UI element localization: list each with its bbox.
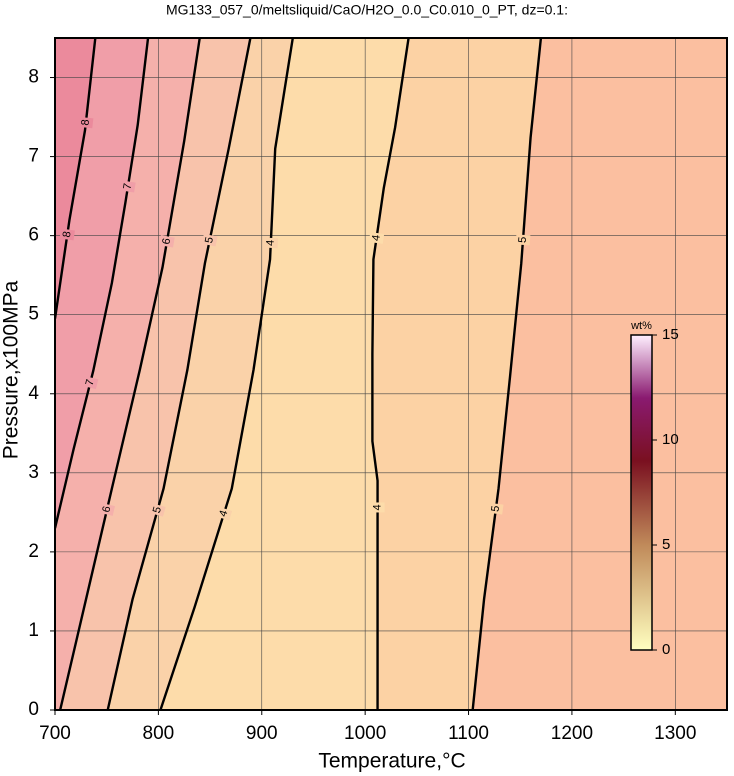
contour-line — [159, 38, 294, 710]
x-tick-label: 1200 — [551, 723, 593, 744]
x-tick-label: 900 — [246, 723, 278, 744]
y-axis-label: Pressure,x100MPa — [0, 280, 23, 459]
overlay: 700 800 900 1000 1100 1200 1300 0 1 2 3 4 5 6 7 8 wt% 0 5 1… — [28, 37, 728, 744]
x-tick-label: 1100 — [448, 723, 489, 744]
contour-label-bg — [99, 502, 115, 516]
contour-label: 8 — [61, 231, 74, 239]
contour-label-bg — [370, 502, 385, 513]
x-tick-label: 1000 — [344, 723, 386, 744]
x-tick-label: 700 — [39, 723, 71, 744]
y-tick-label: 0 — [28, 699, 39, 720]
contour-label-bg — [488, 502, 504, 515]
x-axis-label: Temperature,°C — [318, 750, 465, 773]
y-tick-label: 6 — [28, 225, 39, 246]
contour-label-bg — [82, 376, 99, 390]
contour-label-bg — [515, 234, 531, 246]
colorbar-tick-label: 5 — [662, 536, 670, 553]
contour-label: 5 — [151, 505, 164, 514]
contour-label: 6 — [160, 237, 173, 245]
contour-label-bg — [59, 228, 75, 241]
colorbar — [630, 334, 653, 651]
contour-label: 7 — [84, 378, 97, 387]
contour-line — [59, 38, 201, 710]
contour-line — [371, 38, 410, 710]
y-tick-label: 7 — [28, 146, 39, 167]
contour-label: 4 — [371, 504, 383, 510]
contour-line — [471, 38, 543, 710]
contour-label-bg — [368, 232, 385, 244]
y-tick-label: 3 — [28, 462, 39, 483]
colorbar-label: wt% — [630, 320, 652, 332]
contour-label: 4 — [370, 234, 383, 242]
plot-frame — [54, 37, 728, 711]
contour-label-bg — [201, 233, 218, 247]
contour-label: 5 — [203, 236, 216, 244]
chart-title: MG133_057_0/meltsliquid/CaO/H2O_0.0_C0.0… — [166, 2, 568, 18]
y-tick-label: 4 — [28, 383, 39, 404]
contour-label: 8 — [79, 119, 92, 126]
contour-line — [55, 38, 150, 529]
contour-label-bg — [263, 237, 279, 249]
colorbar-tick-label: 15 — [662, 326, 679, 343]
contour-label-bg — [215, 506, 233, 521]
contour-label: 6 — [100, 505, 113, 514]
contour-label-bg — [159, 235, 175, 248]
y-tick-label: 5 — [28, 304, 39, 325]
colorbar-tick-label: 10 — [662, 431, 679, 448]
colorbar-tick-label: 0 — [662, 641, 670, 658]
contour-label: 4 — [265, 240, 277, 247]
contour-line — [55, 38, 97, 319]
contour-label: 5 — [489, 505, 502, 513]
y-tick-label: 8 — [28, 67, 39, 88]
contour-label-bg — [78, 116, 94, 129]
y-tick-label: 2 — [28, 541, 39, 562]
contour-label-bg — [149, 503, 166, 517]
x-tick-label: 1300 — [654, 723, 696, 744]
contour-label: 7 — [121, 182, 134, 190]
x-tick-label: 800 — [143, 723, 175, 744]
y-tick-label: 1 — [28, 620, 39, 641]
plot-area: 8 8 7 7 6 6 5 5 4 4 4 4 5 5 — [55, 38, 727, 710]
contour-label-bg — [120, 180, 136, 193]
contour-label: 4 — [217, 509, 230, 518]
contour-line — [106, 38, 252, 710]
contour-label: 5 — [517, 236, 529, 243]
